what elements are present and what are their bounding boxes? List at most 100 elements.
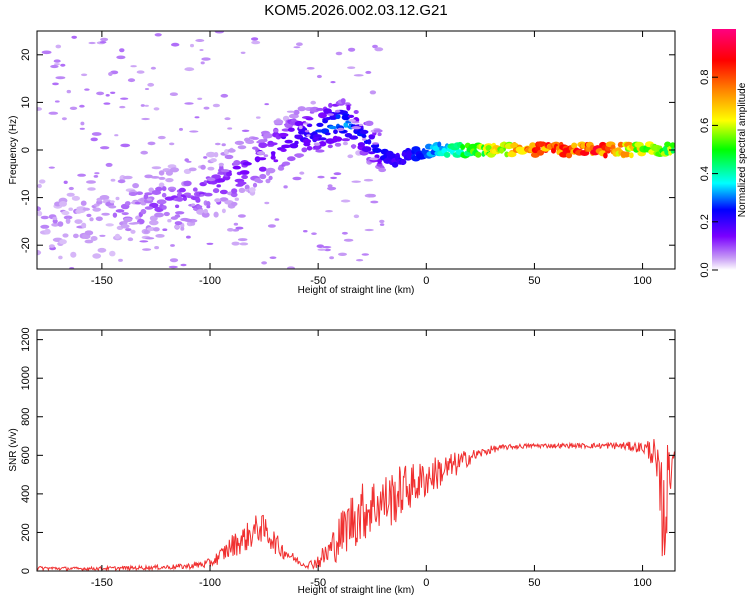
spectrogram-noise-cell bbox=[341, 231, 348, 235]
spectrogram-cell bbox=[306, 123, 313, 128]
spectrogram-cell bbox=[95, 216, 103, 222]
spectrogram-noise-cell bbox=[79, 104, 85, 108]
spectrogram-cell bbox=[96, 200, 103, 205]
spectrogram-cell bbox=[203, 180, 208, 184]
spectrogram-cell bbox=[297, 106, 306, 112]
spectrogram-noise-cell bbox=[201, 57, 211, 61]
spectrogram-cell bbox=[251, 136, 259, 140]
spectrogram-noise-cell bbox=[255, 116, 261, 119]
spectrogram-noise-cell bbox=[310, 100, 317, 105]
spectrogram-cell bbox=[190, 221, 196, 226]
spectrogram-cell bbox=[280, 148, 287, 153]
spectrogram-cell bbox=[333, 129, 338, 135]
spectrogram-cell bbox=[334, 142, 342, 147]
spectrogram-cell bbox=[378, 167, 387, 173]
spectrogram-cell bbox=[206, 205, 211, 209]
x-tick-label: 50 bbox=[528, 577, 540, 589]
spectrogram-noise-cell bbox=[344, 102, 351, 105]
spectrogram-cell bbox=[144, 192, 153, 196]
spectrogram-cell bbox=[273, 129, 279, 133]
spectrogram-noise-cell bbox=[368, 193, 376, 198]
spectrogram-cell bbox=[353, 110, 359, 114]
spectrogram-noise-cell bbox=[264, 201, 270, 205]
spectrogram-cell bbox=[178, 187, 186, 193]
spectrogram-cell bbox=[347, 114, 355, 118]
spectrogram-cell bbox=[227, 148, 236, 153]
spectrogram-noise-cell bbox=[351, 121, 360, 124]
spectrogram-noise-cell bbox=[110, 178, 116, 182]
spectrogram-cell bbox=[52, 218, 58, 224]
spectrogram-noise-cell bbox=[77, 173, 86, 177]
spectrogram-cell bbox=[216, 184, 221, 188]
spectrogram-cell bbox=[230, 192, 238, 198]
spectrogram-noise-cell bbox=[269, 256, 277, 260]
spectrogram-noise-cell bbox=[298, 125, 303, 130]
colorbar-ticks: 0.0 0.2 0.4 0.6 0.8 bbox=[699, 70, 718, 278]
spectrogram-cell bbox=[315, 149, 325, 153]
spectrogram-cell bbox=[294, 153, 305, 158]
spectrogram-noise-cell bbox=[180, 263, 187, 267]
spectrogram-cell bbox=[37, 183, 42, 189]
spectrogram-cell bbox=[169, 189, 175, 193]
spectrogram-cell bbox=[61, 210, 70, 216]
y-tick-label: 1000 bbox=[20, 366, 32, 390]
spectrogram-noise-cell bbox=[186, 235, 191, 239]
spectrogram-cell bbox=[372, 148, 382, 153]
spectrogram-noise-cell bbox=[257, 151, 265, 155]
spectrogram-cell bbox=[359, 129, 369, 135]
spectrogram-cell bbox=[89, 217, 94, 222]
spectrogram-cell bbox=[175, 211, 185, 215]
spectrogram-noise-cell bbox=[119, 105, 126, 109]
spectrogram-cell bbox=[237, 181, 247, 185]
y-tick-label: 600 bbox=[20, 446, 32, 464]
x-tick-label: -150 bbox=[91, 275, 113, 287]
spectrogram-noise-cell bbox=[105, 94, 110, 97]
x-tick-label: 100 bbox=[633, 577, 651, 589]
spectrogram-cell bbox=[188, 167, 197, 172]
spectrogram-cell bbox=[180, 226, 185, 231]
spectrogram-cell bbox=[213, 152, 219, 158]
spectrogram-cell bbox=[617, 141, 625, 148]
spectrogram-cell bbox=[37, 210, 43, 217]
x-tick-label: 50 bbox=[528, 275, 540, 287]
spectrogram-noise-cell bbox=[327, 186, 337, 191]
spectrogram-cell bbox=[154, 212, 164, 218]
spectrogram-noise-cell bbox=[125, 228, 132, 232]
spectrogram-cell bbox=[305, 117, 314, 121]
spectrogram-noise-cell bbox=[227, 127, 233, 130]
spectrogram-noise-cell bbox=[235, 226, 244, 230]
spectrogram-cell bbox=[361, 134, 367, 139]
spectrogram-cell bbox=[51, 222, 60, 227]
spectrogram-noise-cell bbox=[184, 67, 195, 72]
spectrogram-noise-cell bbox=[88, 41, 96, 45]
spectrogram-cell bbox=[63, 215, 73, 220]
spectrogram-cell bbox=[475, 151, 482, 158]
spectrogram-cell bbox=[318, 137, 327, 141]
spectrogram-noise-cell bbox=[251, 40, 261, 45]
spectrogram-cell bbox=[328, 125, 338, 130]
spectrogram-cell bbox=[287, 127, 295, 132]
spectrogram-noise-cell bbox=[306, 67, 315, 70]
spectrogram-noise-cell bbox=[348, 119, 356, 122]
spectrogram-cell bbox=[195, 197, 201, 203]
spectrogram-noise-cell bbox=[327, 113, 334, 116]
y-tick-label: 800 bbox=[20, 408, 32, 426]
spectrogram-noise-cell bbox=[179, 127, 183, 131]
spectrogram-noise-cell bbox=[372, 142, 379, 145]
spectrogram-cell bbox=[507, 151, 517, 158]
spectrogram-noise-cell bbox=[321, 246, 332, 249]
spectrogram-noise-cell bbox=[196, 205, 203, 209]
spectrogram-cell bbox=[621, 151, 631, 158]
spectrogram-noise-cell bbox=[154, 33, 162, 37]
spectrogram-noise-cell bbox=[338, 252, 347, 256]
spectrogram-cell bbox=[263, 133, 273, 139]
spectrogram-noise-cell bbox=[256, 179, 264, 184]
spectrogram-noise-cell bbox=[120, 97, 129, 100]
spectrogram-noise-cell bbox=[351, 126, 361, 130]
spectrogram-cell bbox=[176, 196, 184, 202]
spectrogram-noise-cell bbox=[348, 47, 356, 52]
spectrogram-cell bbox=[65, 218, 71, 224]
spectrogram-noise-cell bbox=[361, 253, 369, 256]
spectrogram-cell bbox=[40, 215, 49, 220]
